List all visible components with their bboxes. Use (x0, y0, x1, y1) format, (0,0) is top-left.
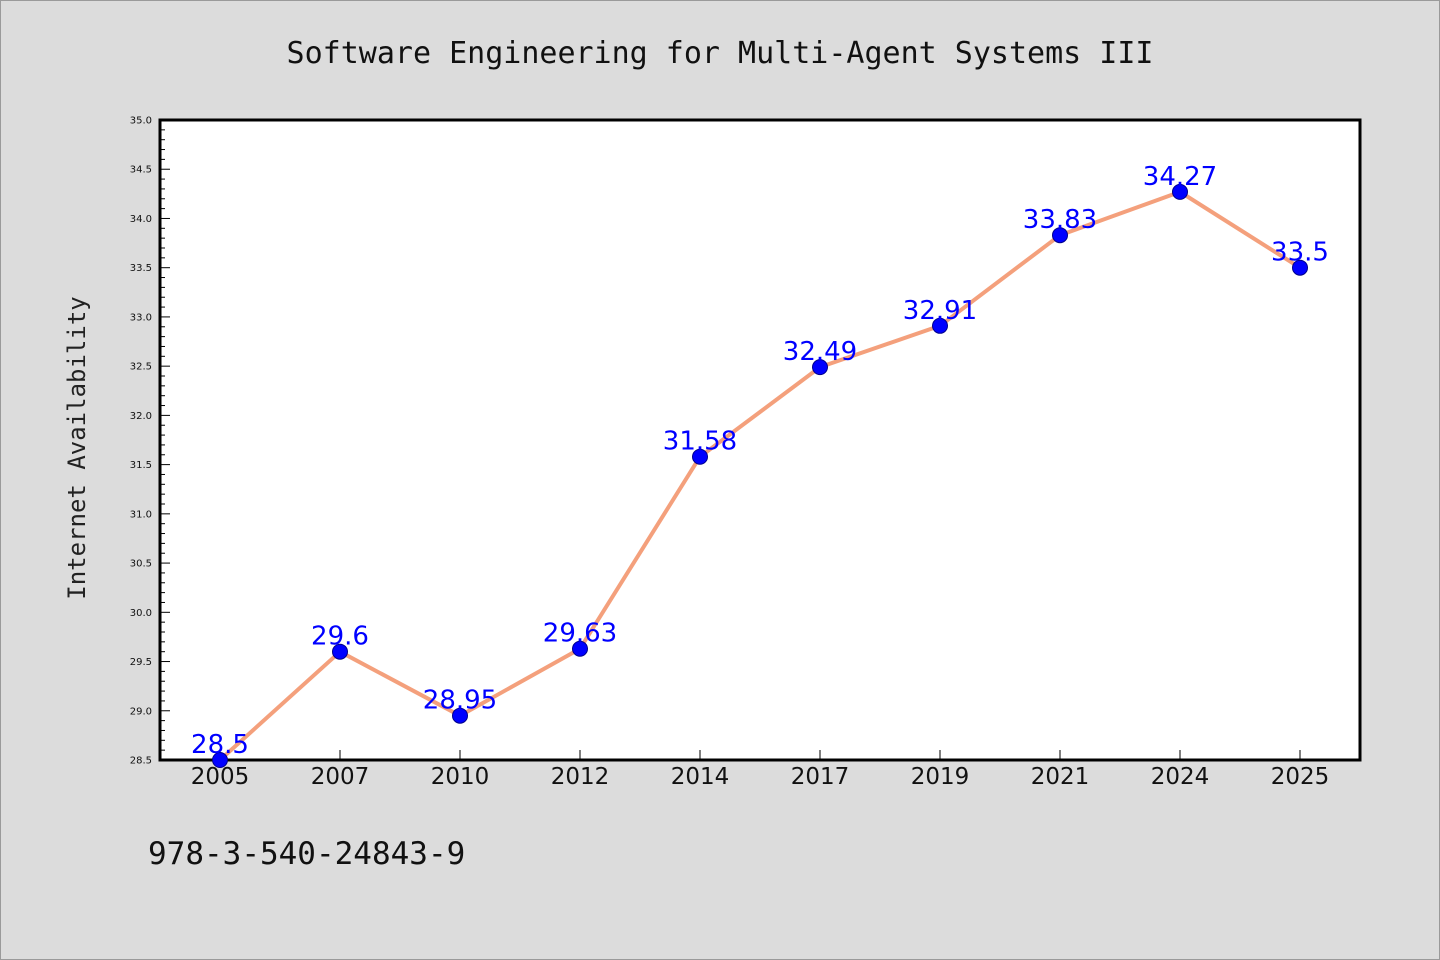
chart-title: Software Engineering for Multi-Agent Sys… (287, 36, 1154, 71)
data-label: 31.58 (663, 427, 737, 457)
series-line (218, 189, 1302, 762)
x-tick-label: 2007 (311, 764, 370, 790)
y-tick-label: 34.0 (130, 214, 152, 225)
x-tick-label: 2010 (431, 764, 490, 790)
y-axis-label: Internet Availability (63, 296, 91, 599)
y-tick-label: 29.5 (130, 657, 152, 668)
y-tick-label: 32.0 (130, 411, 152, 422)
x-tick-label: 2012 (551, 764, 610, 790)
data-point (1052, 227, 1068, 244)
data-label: 34.27 (1143, 162, 1217, 192)
data-label: 32.91 (903, 296, 977, 326)
data-point (332, 643, 348, 660)
y-tick-label: 32.5 (130, 362, 152, 373)
data-point (452, 707, 468, 724)
x-tick-label: 2024 (1151, 764, 1210, 790)
isbn-text: 978-3-540-24843-9 (148, 836, 465, 872)
x-tick-label: 2005 (191, 764, 250, 790)
x-tick-label: 2014 (671, 764, 730, 790)
y-tick-label: 29.0 (130, 706, 152, 717)
x-tick-label: 2021 (1031, 764, 1090, 790)
data-label: 28.5 (191, 730, 249, 760)
data-point (932, 317, 948, 334)
data-point (692, 448, 708, 465)
y-axis: 28.5 29.0 29.5 30.0 30.5 31.0 31.5 32.0 32.5 33.0… (130, 116, 170, 767)
data-point (1172, 183, 1188, 200)
y-tick-label: 31.0 (130, 509, 152, 520)
data-label: 33.83 (1023, 205, 1097, 235)
x-axis: 2005 2007 2010 2012 2014 2017 2019 2021 2024 2025 (191, 750, 1330, 790)
data-point (212, 752, 228, 768)
y-tick-label: 34.5 (130, 165, 152, 176)
y-tick-label: 28.5 (130, 756, 152, 767)
data-label: 29.63 (543, 619, 617, 649)
y-tick-label: 35.0 (130, 116, 152, 127)
data-label: 33.5 (1271, 238, 1329, 268)
x-tick-label: 2019 (911, 764, 970, 790)
data-point (812, 359, 828, 376)
y-tick-label: 33.5 (130, 263, 152, 274)
data-label: 32.49 (783, 337, 857, 367)
plot-area (158, 118, 1362, 762)
y-tick-label: 33.0 (130, 312, 152, 323)
y-tick-label: 30.0 (130, 608, 152, 619)
data-point (1292, 259, 1308, 276)
data-label: 28.95 (423, 686, 497, 716)
data-label: 29.6 (311, 622, 369, 652)
series-group: 28.5 29.6 28.95 29.63 31.58 32.49 32.91 33.83 34… (191, 162, 1329, 768)
y-tick-label: 31.5 (130, 460, 152, 471)
y-tick-label: 30.5 (130, 559, 152, 570)
data-point (572, 640, 588, 657)
x-tick-label: 2025 (1271, 764, 1330, 790)
x-tick-label: 2017 (791, 764, 850, 790)
